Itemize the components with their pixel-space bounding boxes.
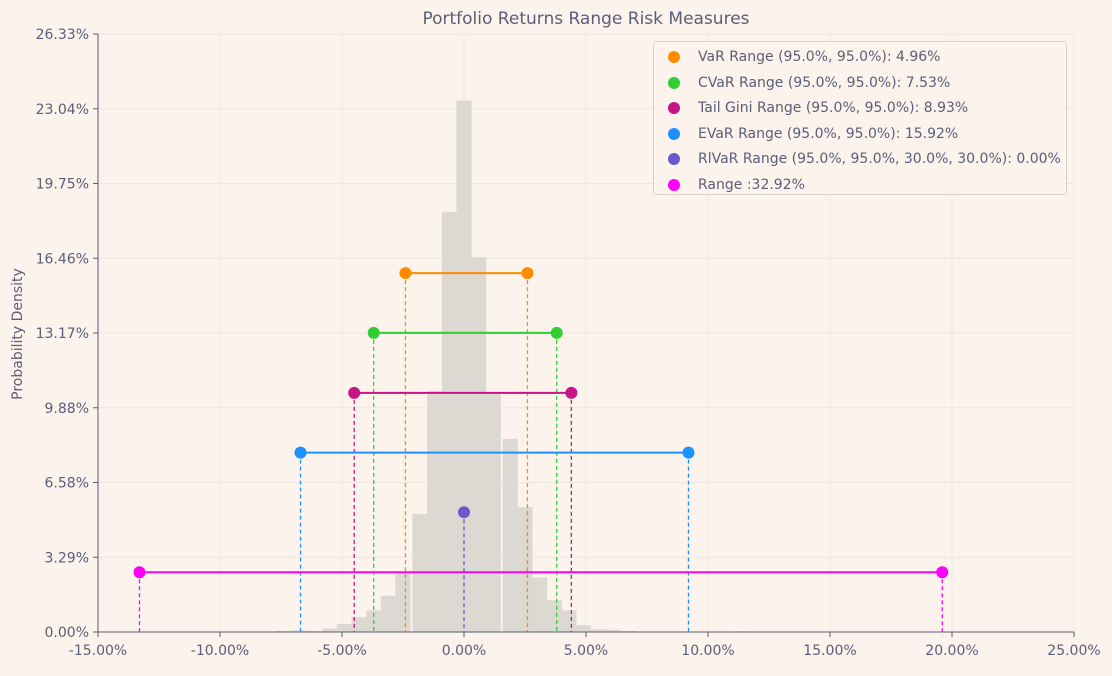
range-point	[294, 446, 307, 459]
y-tick-label: 16.46%	[36, 251, 89, 267]
legend-item: CVaR Range (95.0%, 95.0%): 7.53%	[668, 72, 950, 94]
histogram-bar	[441, 211, 457, 632]
legend-item: RlVaR Range (95.0%, 95.0%, 30.0%, 30.0%)…	[668, 148, 1061, 170]
legend-marker	[668, 127, 680, 140]
range-point	[133, 566, 146, 579]
x-tick-label: 10.00%	[681, 643, 734, 659]
y-tick-label: 23.04%	[36, 102, 89, 118]
range-point	[458, 506, 470, 519]
x-tick-label: 0.00%	[442, 643, 486, 659]
histogram-bar	[605, 629, 621, 632]
range-point	[399, 267, 412, 280]
legend-marker	[668, 153, 680, 165]
legend-marker	[668, 51, 680, 63]
histogram-bar	[590, 629, 606, 632]
histogram-bar	[395, 572, 411, 632]
legend-label: Range :32.92%	[698, 176, 805, 193]
legend-label: EVaR Range (95.0%, 95.0%): 15.92%	[698, 125, 959, 142]
x-tick-label: -10.00%	[191, 643, 249, 659]
histogram-bar	[502, 438, 518, 632]
y-tick-label: 13.17%	[36, 326, 89, 342]
range-point	[367, 326, 380, 339]
histogram-bar	[517, 507, 533, 632]
range-markers	[133, 267, 949, 632]
histogram-bar	[427, 391, 443, 632]
x-tick-label: 25.00%	[1047, 643, 1100, 659]
range-point	[682, 446, 695, 459]
histogram-bar	[485, 393, 501, 632]
y-tick-label: 0.00%	[45, 625, 89, 641]
legend-item: Tail Gini Range (95.0%, 95.0%): 8.93%	[668, 97, 968, 119]
histogram-bar	[322, 628, 338, 632]
y-tick-label: 3.29%	[45, 550, 89, 566]
histogram-bar	[471, 257, 487, 632]
histogram-bar	[561, 610, 577, 632]
y-tick-label: 6.58%	[45, 476, 89, 492]
y-tick-label: 19.75%	[36, 177, 89, 193]
legend-label: Tail Gini Range (95.0%, 95.0%): 8.93%	[698, 100, 969, 116]
legend-item: EVaR Range (95.0%, 95.0%): 15.92%	[668, 123, 958, 145]
x-tick-label: 5.00%	[564, 643, 608, 659]
x-tick-label: 15.00%	[803, 643, 856, 659]
chart-title: Portfolio Returns Range Risk Measures	[422, 9, 749, 29]
histogram-bar	[275, 630, 292, 632]
histogram-bar	[546, 600, 562, 632]
histogram-bar	[305, 630, 321, 632]
x-tick-label: -15.00%	[69, 643, 127, 659]
axes: -15.00% -10.00% -5.00% 0.00% 5.00% 10.00% 15.0…	[36, 27, 1101, 659]
y-tick-label: 9.88%	[45, 401, 89, 417]
legend-marker	[668, 76, 680, 89]
legend-label: RlVaR Range (95.0%, 95.0%, 30.0%, 30.0%)…	[698, 151, 1061, 167]
histogram-bar	[290, 630, 306, 632]
y-axis-label: Probability Density	[10, 268, 26, 400]
legend-item: VaR Range (95.0%, 95.0%): 4.96%	[668, 46, 940, 68]
range-point	[550, 326, 563, 339]
legend-item: Range :32.92%	[668, 174, 805, 196]
range-point	[936, 566, 949, 579]
legend-label: CVaR Range (95.0%, 95.0%): 7.53%	[698, 74, 951, 91]
histogram-bar	[336, 624, 353, 632]
histogram-bar	[456, 100, 472, 632]
histogram-bar	[380, 595, 396, 632]
range-point	[521, 267, 534, 280]
histogram-bar	[532, 577, 548, 632]
range-point	[348, 386, 361, 399]
legend-marker	[668, 102, 680, 114]
legend-marker	[668, 178, 680, 191]
x-tick-label: 20.00%	[925, 643, 978, 659]
legend-label: VaR Range (95.0%, 95.0%): 4.96%	[698, 49, 941, 65]
histogram-bar	[351, 617, 367, 632]
histogram-bar	[575, 625, 592, 632]
range-point	[565, 386, 578, 399]
histogram-bar	[619, 630, 636, 632]
y-tick-label: 26.33%	[36, 27, 89, 43]
legend: VaR Range (95.0%, 95.0%): 4.96% CVaR Rang…	[653, 41, 1067, 195]
x-tick-label: -5.00%	[317, 643, 367, 659]
